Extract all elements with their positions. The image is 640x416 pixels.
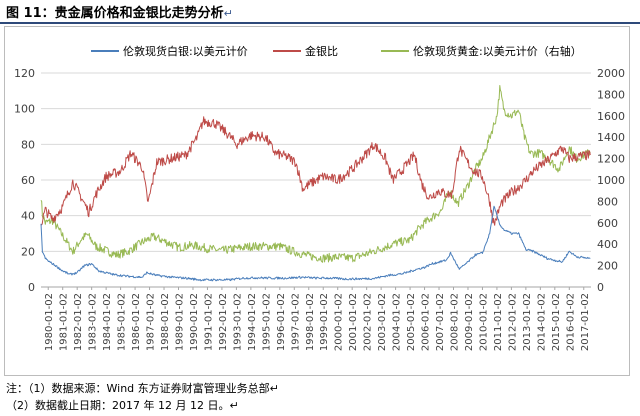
y-right-tick-label: 0	[597, 281, 604, 294]
x-tick-label: 1989-01-02	[175, 293, 186, 351]
x-tick-label: 2001-01-02	[348, 293, 359, 351]
x-tick-label: 2004-01-02	[392, 293, 403, 351]
y-left-tick-label: 120	[14, 67, 35, 80]
x-tick-label: 2012-01-02	[507, 293, 518, 351]
x-tick-label: 2002-01-02	[363, 293, 374, 351]
series-line	[40, 85, 591, 263]
x-tick-label: 2007-01-02	[435, 293, 446, 351]
title-return-mark: ↵	[223, 7, 233, 20]
x-tick-label: 1993-01-02	[232, 293, 243, 351]
x-tick-label: 2006-01-02	[421, 293, 432, 351]
x-tick-label: 1985-01-02	[117, 293, 128, 351]
y-right-tick-label: 1600	[597, 110, 625, 123]
x-tick-label: 1995-01-02	[261, 293, 272, 351]
y-right-tick-label: 1800	[597, 88, 625, 101]
x-tick-label: 1992-01-02	[218, 293, 229, 351]
x-tick-label: 1999-01-02	[319, 293, 330, 351]
x-tick-label: 1990-01-02	[189, 293, 200, 351]
y-right-tick-label: 800	[597, 195, 618, 208]
date-note: （2）数据截止日期：2017 年 12 月 12 日。↵	[6, 399, 239, 412]
y-left-tick-label: 100	[14, 103, 35, 116]
x-tick-label: 2008-01-02	[450, 293, 461, 351]
figure-title-text: 图 11：贵金属价格和金银比走势分析	[6, 6, 224, 21]
x-tick-label: 2010-01-02	[478, 293, 489, 351]
x-tick-label: 1997-01-02	[290, 293, 301, 351]
legend-label: 伦敦现货黄金:以美元计价（右轴）	[413, 44, 582, 58]
x-tick-label: 1982-01-02	[73, 293, 84, 351]
chart-svg: 0204060801001200200400600800100012001400…	[14, 44, 625, 351]
y-left-tick-label: 0	[28, 281, 35, 294]
series-line	[40, 116, 591, 226]
x-tick-label: 1986-01-02	[131, 293, 142, 351]
series-line	[40, 205, 591, 282]
x-tick-label: 2009-01-02	[464, 293, 475, 351]
legend-label: 金银比	[305, 44, 338, 58]
x-tick-label: 2016-01-02	[565, 293, 576, 351]
legend-label: 伦敦现货白银:以美元计价	[123, 44, 248, 58]
x-tick-label: 1987-01-02	[146, 293, 157, 351]
x-tick-label: 1980-01-02	[44, 293, 55, 351]
y-right-tick-label: 1200	[597, 153, 625, 166]
y-right-tick-label: 1000	[597, 174, 625, 187]
chart-frame: 0 20 40 60 80 100 120 0 200 400 600 800 1000 1200 1400…	[4, 26, 630, 376]
x-tick-label: 2003-01-02	[377, 293, 388, 351]
x-tick-label: 2000-01-02	[334, 293, 345, 351]
x-tick-label: 1981-01-02	[59, 293, 70, 351]
x-tick-label: 1991-01-02	[203, 293, 214, 351]
x-tick-label: 1994-01-02	[247, 293, 258, 351]
x-tick-label: 2014-01-02	[536, 293, 547, 351]
y-right-tick-label: 1400	[597, 131, 625, 144]
x-tick-label: 2005-01-02	[406, 293, 417, 351]
x-tick-label: 1988-01-02	[160, 293, 171, 351]
x-tick-label: 2015-01-02	[551, 293, 562, 351]
y-right-tick-label: 400	[597, 238, 618, 251]
y-left-tick-label: 20	[21, 245, 35, 258]
figure-title: 图 11：贵金属价格和金银比走势分析↵	[6, 2, 233, 21]
x-tick-label: 1983-01-02	[88, 293, 99, 351]
x-tick-label: 2011-01-02	[493, 293, 504, 351]
source-note: 注：（1）数据来源：Wind 东方证券财富管理业务总部↵	[6, 382, 279, 395]
x-tick-label: 2013-01-02	[522, 293, 533, 351]
y-left-tick-label: 80	[21, 138, 35, 151]
x-tick-label: 2017-01-02	[580, 293, 591, 351]
header-rule	[0, 22, 640, 24]
x-tick-label: 1996-01-02	[276, 293, 287, 351]
y-left-tick-label: 40	[21, 210, 35, 223]
y-right-tick-label: 200	[597, 260, 618, 273]
y-right-tick-label: 2000	[597, 67, 625, 80]
y-right-tick-label: 600	[597, 217, 618, 230]
y-left-tick-label: 60	[21, 174, 35, 187]
x-tick-label: 1984-01-02	[102, 293, 113, 351]
x-tick-label: 1998-01-02	[305, 293, 316, 351]
